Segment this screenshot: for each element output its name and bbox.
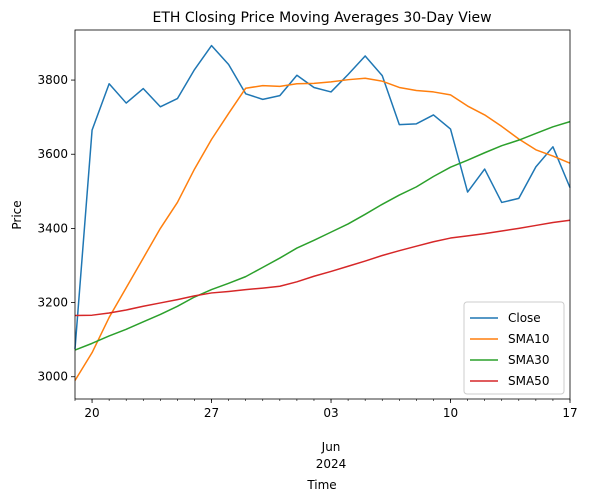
x-axis: Jun 2024 20 27 03 10 17 [74,399,578,471]
y-tick-label: 3600 [37,147,68,161]
legend-label: SMA10 [508,332,549,346]
series-line-sma50 [74,219,571,317]
x-year-label: 2024 [316,457,347,471]
y-tick-label: 3400 [37,221,68,235]
plot-lines [74,44,571,381]
legend-label: Close [508,311,541,325]
x-tick-label: 03 [323,406,338,420]
y-axis-label: Price [10,200,24,229]
y-tick-label: 3000 [37,370,68,384]
x-tick-label: 20 [84,406,99,420]
legend: Close SMA10 SMA30 SMA50 [463,301,565,395]
x-tick-label: 10 [443,406,458,420]
y-tick-label: 3200 [37,296,68,310]
y-tick-label: 3800 [37,73,68,87]
x-axis-label: Time [306,478,336,492]
x-tick-label: 27 [204,406,219,420]
legend-label: SMA30 [508,353,549,367]
chart-title: ETH Closing Price Moving Averages 30-Day… [152,10,491,26]
x-tick-label: 17 [562,406,577,420]
plot-frame [74,29,571,400]
series-line-close [74,44,571,349]
series-line-sma30 [74,120,571,351]
legend-label: SMA50 [508,374,549,388]
y-axis: 3000 3200 3400 3600 3800 [37,73,75,384]
legend-box [463,301,565,395]
series-line-sma10 [74,77,571,381]
x-month-label: Jun [321,440,341,454]
